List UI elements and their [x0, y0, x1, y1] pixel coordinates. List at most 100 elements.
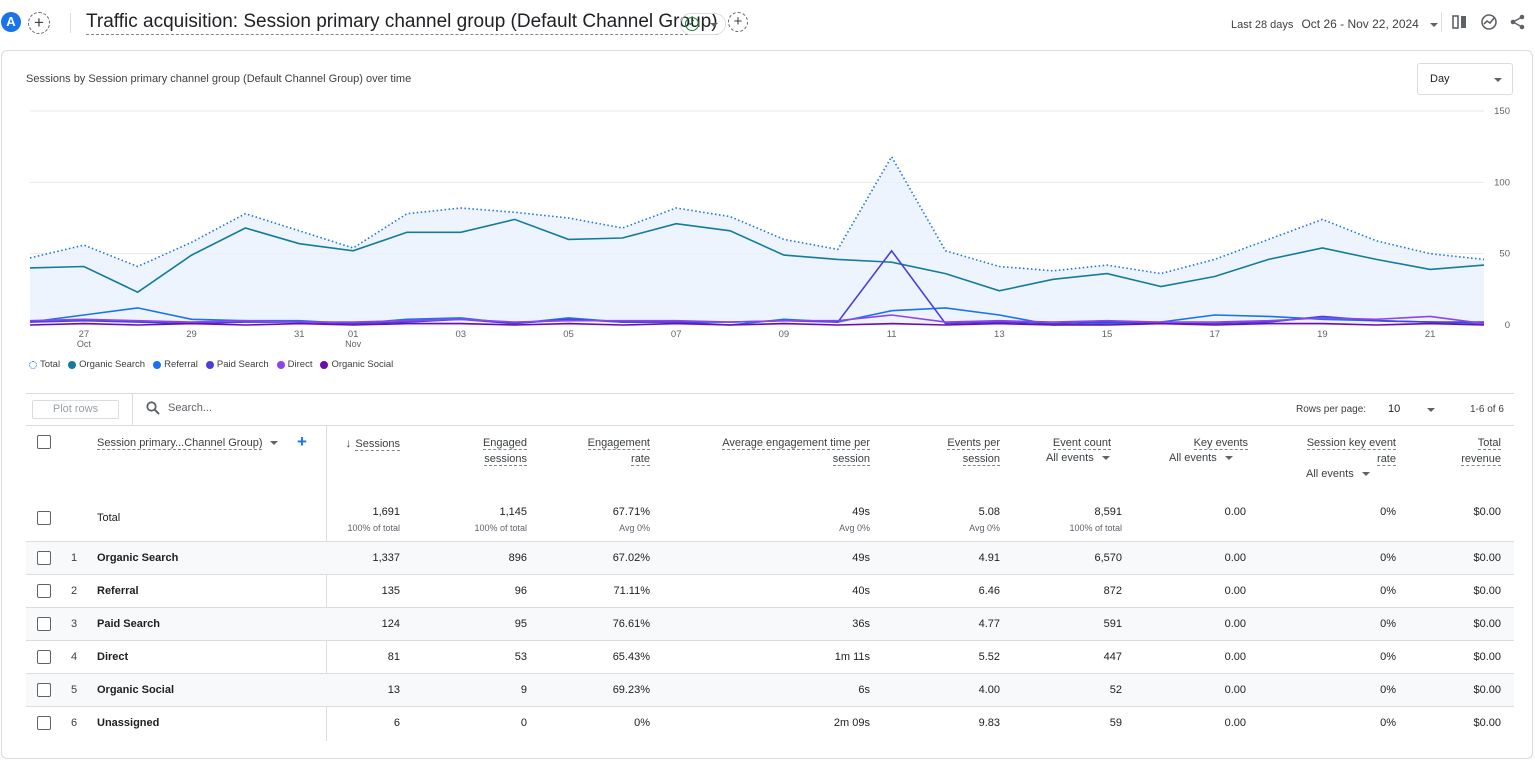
select-all-checkbox[interactable] — [37, 435, 51, 449]
channel-name: Organic Search — [97, 552, 179, 564]
cell-eventcount: 591 — [1103, 618, 1122, 630]
cell-engrate: 67.02% — [612, 552, 650, 564]
row-checkbox[interactable] — [37, 716, 51, 730]
row-checkbox[interactable] — [37, 584, 51, 598]
cell-skr: 0% — [1380, 651, 1396, 663]
sessions-line-chart[interactable]: 0 50 100 150 27 29 31 01 03 05 07 09 11 13 15 17 19 21 Oct… — [2, 51, 1532, 351]
legend-label: Paid Search — [216, 359, 269, 370]
total-average-time: 49s — [852, 506, 870, 518]
report-title[interactable]: Traffic acquisition: Session primary cha… — [86, 10, 718, 35]
channel-name: Paid Search — [97, 618, 160, 630]
row-checkbox[interactable] — [37, 617, 51, 631]
x-tick-label: 13 — [994, 329, 1005, 340]
channel-name: Direct — [97, 651, 129, 663]
column-header-key-events[interactable]: Key events — [1193, 437, 1248, 450]
row-checkbox[interactable] — [37, 551, 51, 565]
add-dimension-button[interactable]: + — [297, 432, 307, 451]
legend-marker-icon — [276, 360, 285, 369]
property-avatar[interactable]: A — [1, 12, 21, 32]
column-header-sessions[interactable]: ↓ Sessions — [345, 436, 400, 451]
legend-label: Organic Social — [331, 359, 394, 370]
legend-item[interactable]: Direct — [276, 359, 312, 370]
row-checkbox[interactable] — [37, 650, 51, 664]
column-header-total-revenue[interactable]: Total revenue — [1461, 437, 1501, 466]
cell-keyevents: 0.00 — [1224, 651, 1246, 663]
legend-label: Total — [40, 359, 61, 370]
total-series-line — [29, 155, 1485, 275]
cell-keyevents: 0.00 — [1224, 552, 1246, 564]
cell-keyevents: 0.00 — [1224, 618, 1246, 630]
dimension-column-divider — [326, 425, 327, 741]
column-header-average-engagement-time[interactable]: Average engagement time per session — [722, 437, 870, 466]
chevron-down-icon[interactable] — [1427, 408, 1435, 412]
cell-eventcount: 872 — [1103, 585, 1122, 597]
table-row[interactable]: 3 Paid Search 124 95 76.61% 36s 4.77 591 0.00 0%… — [26, 607, 1514, 640]
cell-events: 4.77 — [978, 618, 1000, 630]
rows-per-page-select[interactable]: 10 — [1388, 403, 1401, 415]
row-number: 6 — [71, 717, 78, 729]
cell-avgtime: 49s — [852, 552, 870, 564]
rows-per-page-label: Rows per page: — [1296, 404, 1367, 415]
row-checkbox[interactable] — [37, 683, 51, 697]
cell-sessions: 1,337 — [372, 552, 400, 564]
legend-item[interactable]: Organic Search — [68, 359, 145, 370]
plot-rows-button[interactable]: Plot rows — [32, 400, 119, 419]
legend-item[interactable]: Referral — [153, 359, 198, 370]
table-search[interactable]: Search... — [146, 401, 212, 415]
legend-item[interactable]: Paid Search — [205, 359, 269, 370]
cell-eventcount: 52 — [1109, 684, 1122, 696]
channel-name: Organic Social — [97, 684, 175, 696]
table-row[interactable]: 5 Organic Social 13 9 69.23% 6s 4.00 52 0.00 0% $… — [26, 673, 1514, 706]
cell-skr: 0% — [1380, 684, 1396, 696]
column-header-event-count[interactable]: Event count — [1052, 437, 1111, 450]
total-row-checkbox[interactable] — [37, 511, 51, 525]
cell-sessions: 81 — [387, 651, 400, 663]
table-row[interactable]: 2 Referral 135 96 71.11% 40s 6.46 872 0.00 0% $0.… — [26, 574, 1514, 607]
chevron-down-icon — [1101, 456, 1110, 461]
total-sessions-sub: 100% of total — [347, 523, 400, 533]
column-header-events-per-session[interactable]: Events per session — [947, 437, 1000, 466]
row-number: 4 — [71, 651, 78, 663]
granularity-select[interactable]: Day — [1417, 63, 1513, 95]
cell-engaged: 95 — [514, 618, 527, 630]
legend-item[interactable]: Organic Social — [320, 359, 393, 370]
x-tick-label: 05 — [563, 329, 574, 340]
row-number: 3 — [71, 618, 78, 630]
arrow-down-icon: ↓ — [345, 436, 352, 450]
session-key-event-rate-select[interactable]: All events — [1306, 468, 1370, 480]
add-report-button[interactable]: + — [728, 12, 748, 32]
key-events-select[interactable]: All events — [1169, 452, 1233, 464]
series-line-organic-social — [29, 322, 1485, 326]
x-tick-label: 07 — [671, 329, 682, 340]
add-comparison-button[interactable]: + — [28, 12, 50, 34]
date-range-picker[interactable]: Last 28 days Oct 26 - Nov 22, 2024 — [1231, 17, 1438, 31]
legend-item[interactable]: Total — [29, 359, 60, 370]
insights-icon[interactable] — [1480, 13, 1498, 31]
dimension-column-header[interactable]: Session primary...Channel Group) — [97, 437, 279, 450]
cell-engaged: 9 — [520, 684, 527, 696]
table-toolbar: Plot rows Search... Rows per page: 10 1-… — [26, 393, 1514, 426]
column-header-engaged-sessions[interactable]: Engaged sessions — [482, 437, 527, 466]
search-input[interactable]: Search... — [168, 402, 213, 414]
cell-engaged: 53 — [514, 651, 527, 663]
total-event-count: 8,591 — [1094, 506, 1122, 518]
table-body: 1 Organic Search 1,337 896 67.02% 49s 4.91 6,5… — [26, 541, 1514, 739]
channel-name: Referral — [97, 585, 139, 597]
legend-marker-icon — [205, 360, 214, 369]
table-row[interactable]: 1 Organic Search 1,337 896 67.02% 49s 4.91 6,5… — [26, 541, 1514, 574]
report-status-dropdown[interactable]: ✓ — [680, 13, 726, 35]
x-tick-label: 15 — [1102, 329, 1113, 340]
cell-avgtime: 1m 11s — [834, 651, 870, 663]
chevron-down-icon — [1224, 456, 1233, 461]
event-count-events-select[interactable]: All events — [1046, 452, 1110, 464]
table-row[interactable]: 4 Direct 81 53 65.43% 1m 11s 5.52 447 0.00 0% $0.… — [26, 640, 1514, 673]
column-header-session-key-event-rate[interactable]: Session key event rate — [1306, 437, 1396, 466]
check-circle-icon: ✓ — [685, 17, 699, 31]
x-tick-label: 03 — [456, 329, 467, 340]
table-row[interactable]: 6 Unassigned 6 0 0% 2m 09s 9.83 59 0.00 0% $0.00 — [26, 706, 1514, 739]
cell-engrate: 76.61% — [612, 618, 650, 630]
share-icon[interactable] — [1509, 13, 1527, 31]
total-session-key-event-rate: 0% — [1380, 506, 1396, 518]
column-header-engagement-rate[interactable]: Engagement rate — [587, 437, 650, 466]
compare-icon[interactable] — [1451, 13, 1469, 31]
